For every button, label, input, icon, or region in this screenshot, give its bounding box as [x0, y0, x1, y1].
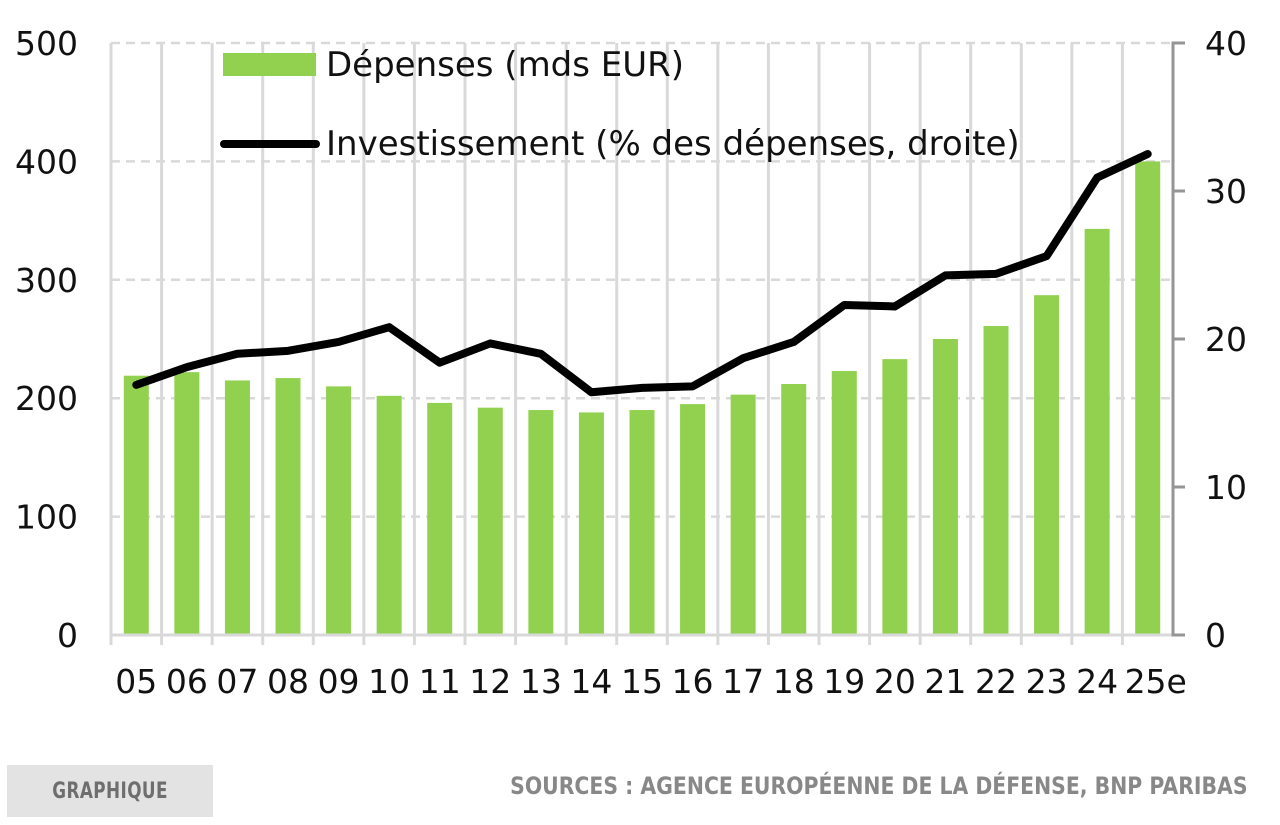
bar-20	[882, 359, 908, 635]
left-tick-label: 500	[15, 24, 78, 63]
bar-series-depenses	[123, 161, 1161, 635]
x-tick-label-07: 07	[216, 662, 258, 701]
x-tick-label-22: 22	[975, 662, 1017, 701]
x-tick-label-20: 20	[874, 662, 916, 701]
bar-24	[1084, 228, 1110, 635]
x-tick-label-16: 16	[672, 662, 714, 701]
x-tick-label-19: 19	[823, 662, 865, 701]
gridlines	[109, 41, 1173, 645]
bar-06	[174, 372, 200, 635]
investissement-line	[132, 150, 1152, 397]
right-tick-label: 30	[1205, 172, 1247, 211]
bar-07	[224, 380, 250, 635]
bar-17	[730, 394, 756, 635]
right-axis-tick-labels: 0 10 20 30 40	[1205, 24, 1247, 655]
x-tick-label-14: 14	[570, 662, 612, 701]
bar-23	[1034, 295, 1060, 635]
axes	[111, 41, 1185, 637]
bar-18	[781, 383, 807, 635]
x-tick-label-24: 24	[1076, 662, 1118, 701]
right-tick-label: 0	[1205, 616, 1226, 655]
left-tick-label: 100	[15, 498, 78, 537]
bar-08	[275, 378, 301, 635]
x-tick-label-23: 23	[1026, 662, 1068, 701]
x-tick-label-25e: 25e	[1125, 662, 1187, 701]
x-tick-label-13: 13	[520, 662, 562, 701]
graphique-tag-label: GRAPHIQUE	[52, 778, 168, 804]
x-tick-label-18: 18	[773, 662, 815, 701]
bar-11	[427, 402, 453, 635]
bar-25e	[1135, 161, 1161, 635]
right-tick-label: 20	[1205, 320, 1247, 359]
x-tick-label-17: 17	[722, 662, 764, 701]
legend-label-depenses: Dépenses (mds EUR)	[326, 45, 684, 85]
bar-12	[477, 407, 503, 635]
bar-19	[831, 370, 857, 635]
legend-swatch-depenses	[223, 53, 316, 76]
graphique-tag: GRAPHIQUE	[7, 765, 213, 817]
x-tick-label-05: 05	[115, 662, 157, 701]
x-tick-label-21: 21	[924, 662, 966, 701]
x-axis-tick-labels: 05 06 07 08 09 10 11 12 13 14 15 16 17 18 19 20 21 22 23 24…	[115, 662, 1187, 701]
left-axis-tick-labels: 0 100 200 300 400 500	[15, 24, 78, 655]
x-tick-label-11: 11	[419, 662, 461, 701]
left-tick-label: 400	[15, 142, 78, 181]
bar-09	[326, 386, 352, 635]
left-tick-label: 300	[15, 261, 78, 300]
right-tick-label: 10	[1205, 468, 1247, 507]
bar-21	[932, 339, 958, 635]
x-tick-label-06: 06	[166, 662, 208, 701]
x-tick-label-15: 15	[621, 662, 663, 701]
legend-label-investissement: Investissement (% des dépenses, droite)	[326, 124, 1020, 164]
bar-10	[376, 395, 402, 635]
sources-text: SOURCES : AGENCE EUROPÉENNE DE LA DÉFENS…	[510, 772, 1248, 800]
bar-14	[578, 412, 604, 635]
legend: Dépenses (mds EUR) Investissement (% des…	[220, 45, 1020, 164]
left-tick-label: 200	[15, 379, 78, 418]
x-tick-label-10: 10	[368, 662, 410, 701]
x-tick-label-12: 12	[469, 662, 511, 701]
bar-15	[629, 410, 655, 635]
sources-note: SOURCES : AGENCE EUROPÉENNE DE LA DÉFENS…	[380, 772, 1248, 800]
bar-13	[528, 410, 554, 635]
bar-05	[123, 375, 149, 635]
bar-16	[680, 404, 706, 635]
x-tick-label-08: 08	[267, 662, 309, 701]
bar-22	[983, 325, 1009, 635]
x-tick-label-09: 09	[318, 662, 360, 701]
line-series-investissement	[132, 150, 1152, 397]
right-tick-label: 40	[1205, 24, 1247, 63]
left-tick-label: 0	[57, 616, 78, 655]
